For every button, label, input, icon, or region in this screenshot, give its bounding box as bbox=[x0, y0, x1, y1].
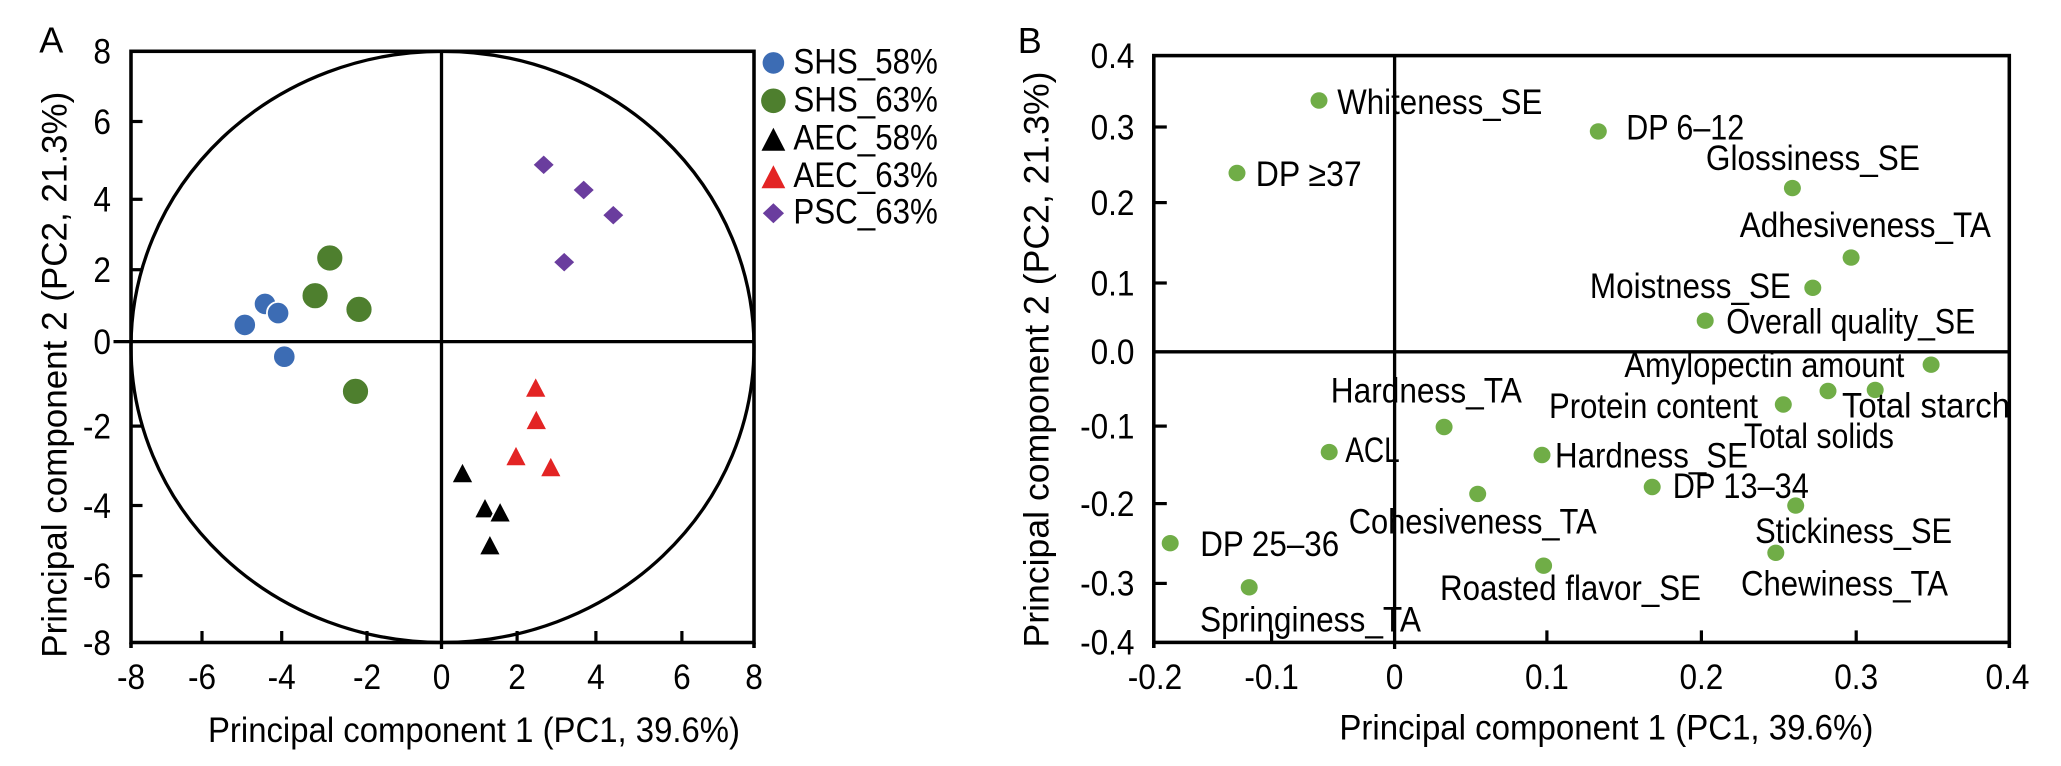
svg-text:Springiness_TA: Springiness_TA bbox=[1200, 599, 1421, 639]
svg-text:-8: -8 bbox=[83, 623, 111, 663]
svg-text:0: 0 bbox=[1386, 657, 1404, 697]
svg-text:Cohesiveness_TA: Cohesiveness_TA bbox=[1349, 501, 1597, 541]
svg-text:Chewiness_TA: Chewiness_TA bbox=[1741, 564, 1948, 604]
svg-text:-0.2: -0.2 bbox=[1080, 484, 1134, 524]
svg-text:Roasted flavor_SE: Roasted flavor_SE bbox=[1440, 568, 1701, 608]
svg-text:Protein content: Protein content bbox=[1549, 386, 1758, 426]
svg-text:8: 8 bbox=[745, 657, 763, 697]
svg-text:-0.1: -0.1 bbox=[1080, 406, 1134, 446]
svg-text:Stickiness_SE: Stickiness_SE bbox=[1755, 511, 1952, 551]
svg-text:AEC_63%: AEC_63% bbox=[793, 155, 938, 195]
svg-text:-0.3: -0.3 bbox=[1080, 564, 1134, 604]
svg-text:Hardness_TA: Hardness_TA bbox=[1331, 371, 1522, 411]
svg-text:0.0: 0.0 bbox=[1091, 332, 1135, 372]
svg-text:Adhesiveness_TA: Adhesiveness_TA bbox=[1740, 205, 1991, 245]
svg-text:-2: -2 bbox=[83, 406, 111, 446]
svg-text:Principal component 2 (PC2, 21: Principal component 2 (PC2, 21.3%) bbox=[1017, 72, 1057, 648]
svg-text:8: 8 bbox=[93, 32, 111, 72]
svg-text:0.3: 0.3 bbox=[1834, 657, 1878, 697]
svg-text:0: 0 bbox=[433, 657, 451, 697]
svg-text:Whiteness_SE: Whiteness_SE bbox=[1337, 82, 1542, 122]
svg-text:DP ≥37: DP ≥37 bbox=[1256, 154, 1362, 194]
svg-text:0.2: 0.2 bbox=[1091, 183, 1135, 223]
svg-text:SHS_63%: SHS_63% bbox=[793, 79, 938, 119]
svg-text:0.2: 0.2 bbox=[1679, 657, 1723, 697]
svg-text:PSC_63%: PSC_63% bbox=[793, 192, 938, 232]
svg-text:A: A bbox=[39, 20, 63, 61]
svg-text:0.1: 0.1 bbox=[1091, 263, 1135, 303]
svg-text:-4: -4 bbox=[83, 486, 111, 526]
svg-text:Glossiness_SE: Glossiness_SE bbox=[1706, 138, 1920, 178]
svg-text:Principal component 2 (PC2, 21: Principal component 2 (PC2, 21.3%) bbox=[35, 92, 75, 658]
svg-text:0.3: 0.3 bbox=[1091, 107, 1135, 147]
svg-text:-0.4: -0.4 bbox=[1080, 623, 1134, 663]
svg-text:DP 25–36: DP 25–36 bbox=[1200, 524, 1339, 564]
svg-text:Hardness_SE: Hardness_SE bbox=[1555, 436, 1748, 476]
svg-text:4: 4 bbox=[587, 657, 605, 697]
svg-text:Principal component 1 (PC1, 39: Principal component 1 (PC1, 39.6%) bbox=[208, 710, 740, 750]
svg-text:Principal component 1 (PC1, 39: Principal component 1 (PC1, 39.6%) bbox=[1339, 708, 1873, 748]
svg-text:-8: -8 bbox=[117, 657, 145, 697]
svg-text:6: 6 bbox=[673, 657, 691, 697]
svg-text:Overall quality_SE: Overall quality_SE bbox=[1726, 302, 1975, 342]
svg-text:Amylopectin amount: Amylopectin amount bbox=[1624, 345, 1904, 385]
svg-text:Moistness_SE: Moistness_SE bbox=[1590, 266, 1791, 306]
svg-text:Total solids: Total solids bbox=[1744, 416, 1894, 456]
svg-text:ACL: ACL bbox=[1345, 430, 1400, 470]
svg-text:-4: -4 bbox=[268, 657, 296, 697]
svg-text:-6: -6 bbox=[188, 657, 216, 697]
svg-text:2: 2 bbox=[93, 250, 111, 290]
svg-text:-2: -2 bbox=[353, 657, 381, 697]
svg-text:SHS_58%: SHS_58% bbox=[793, 41, 938, 81]
svg-text:0.4: 0.4 bbox=[1986, 657, 2030, 697]
svg-text:-0.1: -0.1 bbox=[1244, 657, 1298, 697]
svg-text:DP 13–34: DP 13–34 bbox=[1673, 466, 1809, 506]
svg-text:B: B bbox=[1018, 20, 1042, 61]
svg-text:Total starch: Total starch bbox=[1842, 385, 2010, 425]
svg-text:0.1: 0.1 bbox=[1525, 657, 1569, 697]
svg-text:-0.2: -0.2 bbox=[1128, 657, 1182, 697]
svg-text:6: 6 bbox=[93, 102, 111, 142]
svg-text:2: 2 bbox=[508, 657, 526, 697]
svg-text:0.4: 0.4 bbox=[1091, 36, 1135, 76]
svg-text:4: 4 bbox=[93, 180, 111, 220]
svg-text:-6: -6 bbox=[83, 556, 111, 596]
svg-text:AEC_58%: AEC_58% bbox=[793, 118, 938, 158]
svg-text:DP 6–12: DP 6–12 bbox=[1626, 108, 1744, 148]
svg-text:0: 0 bbox=[93, 322, 111, 362]
